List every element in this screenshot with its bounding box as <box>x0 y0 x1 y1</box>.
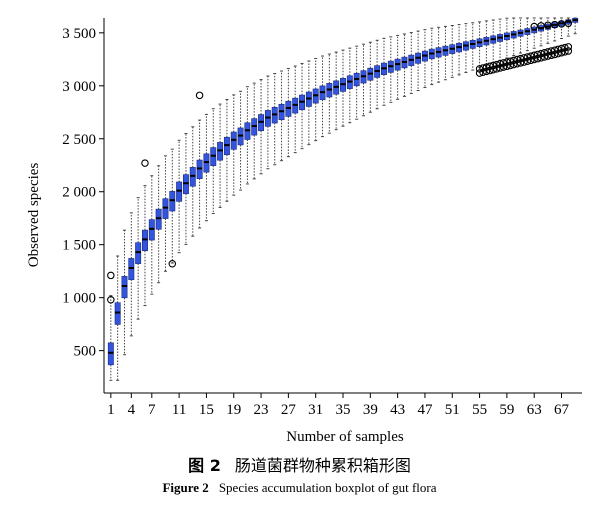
x-tick-label: 23 <box>254 402 269 418</box>
outlier-point <box>496 64 504 72</box>
outlier-point <box>503 62 511 71</box>
x-tick-label: 43 <box>390 402 405 418</box>
outlier-point <box>564 47 573 55</box>
box <box>155 208 162 230</box>
x-tick-label: 63 <box>527 402 542 418</box>
outlier-point <box>557 48 566 57</box>
x-tick-label: 31 <box>308 402 323 418</box>
y-axis-ticks: 500 1 000 1 500 2 000 2 500 3 000 3 500 <box>62 26 104 360</box>
figure-number-en: Figure 2 <box>162 480 209 495</box>
figure-title-en: Species accumulation boxplot of gut flor… <box>218 480 437 495</box>
x-axis-ticks: 1 4 7 11 15 19 23 27 31 35 39 43 47 51 55 59 63 67 <box>107 393 570 418</box>
outlier-point <box>489 65 497 74</box>
outlier-point <box>475 69 484 77</box>
x-tick-label: 47 <box>417 402 433 418</box>
outlier-point <box>506 61 515 70</box>
outlier-point <box>564 43 573 51</box>
outliers <box>107 19 573 304</box>
x-tick-label: 27 <box>281 402 297 418</box>
outlier-point <box>523 57 532 65</box>
y-tick-label: 2 000 <box>62 185 96 201</box>
outlier-point <box>168 260 177 268</box>
box <box>107 342 114 366</box>
x-tick-label: 39 <box>363 402 378 418</box>
x-tick-label: 7 <box>148 402 156 418</box>
y-tick-label: 3 500 <box>62 26 96 42</box>
outlier-point <box>527 56 535 65</box>
outlier-point <box>107 271 115 280</box>
x-tick-label: 35 <box>336 402 351 418</box>
outlier-point <box>513 60 521 68</box>
box <box>114 302 121 325</box>
outlier-point <box>564 19 573 28</box>
y-tick-label: 1 500 <box>62 238 96 254</box>
outlier-point <box>533 54 542 63</box>
figure-title-cn: 肠道菌群物种累积箱形图 <box>234 456 411 475</box>
x-tick-label: 55 <box>472 402 487 418</box>
y-tick-label: 2 500 <box>62 132 96 148</box>
x-tick-label: 67 <box>554 402 570 418</box>
box <box>128 258 135 280</box>
outlier-point <box>195 91 204 100</box>
x-tick-label: 15 <box>199 402 214 418</box>
box <box>121 276 128 299</box>
outlier-point <box>561 48 569 56</box>
outlier-point <box>530 55 538 64</box>
boxes <box>107 17 579 381</box>
outlier-point <box>479 68 487 76</box>
y-axis-label: Observed species <box>26 163 42 268</box>
outlier-point <box>544 52 552 60</box>
outlier-point <box>516 59 525 67</box>
outlier-point <box>486 66 494 75</box>
x-tick-label: 11 <box>172 402 186 418</box>
box <box>142 229 148 252</box>
outlier-point <box>540 53 549 61</box>
outlier-point <box>550 50 559 59</box>
x-tick-label: 19 <box>226 402 241 418</box>
outlier-point <box>482 67 491 76</box>
x-tick-label: 4 <box>128 402 136 418</box>
y-tick-label: 500 <box>74 344 97 360</box>
outlier-point <box>509 60 518 69</box>
y-tick-label: 1 000 <box>62 291 96 307</box>
outlier-point <box>554 49 562 58</box>
box <box>135 242 142 264</box>
outlier-point <box>520 58 528 66</box>
x-tick-label: 1 <box>107 402 115 418</box>
figure-caption-cn: 图 2 肠道菌群物种累积箱形图 <box>0 452 599 476</box>
x-tick-label: 51 <box>445 402 460 418</box>
x-axis-label: Number of samples <box>286 429 404 445</box>
figure-number-cn: 图 2 <box>188 456 221 475</box>
outlier-point <box>499 63 508 71</box>
outlier-point <box>141 159 149 167</box>
x-tick-label: 59 <box>499 402 514 418</box>
box <box>148 219 155 241</box>
outlier-point <box>492 65 501 73</box>
figure-caption-en: Figure 2 Species accumulation boxplot of … <box>0 480 599 496</box>
outlier-point <box>547 51 556 60</box>
outlier-point <box>537 54 545 62</box>
outlier-point <box>107 296 115 304</box>
y-tick-label: 3 000 <box>62 79 96 95</box>
